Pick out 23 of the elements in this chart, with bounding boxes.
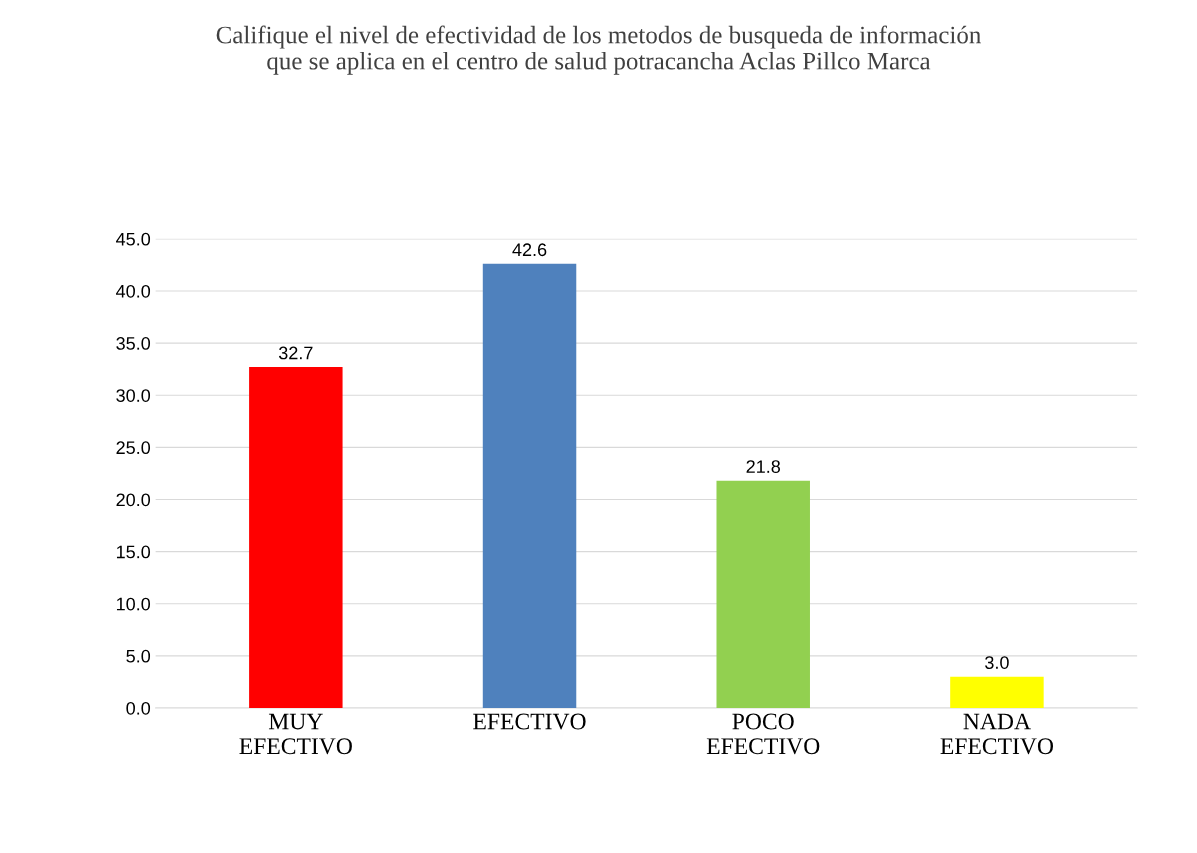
y-tick-label: 45.0 xyxy=(116,232,151,246)
data-label: 32.7 xyxy=(278,346,313,360)
data-label: 3.0 xyxy=(985,656,1009,669)
x-tick-label: MUY EFECTIVO xyxy=(239,713,352,755)
bar xyxy=(950,676,1044,708)
y-tick-label: 5.0 xyxy=(126,649,151,663)
x-tick-label: POCO EFECTIVO xyxy=(706,713,820,755)
y-tick-label: 40.0 xyxy=(116,284,151,298)
y-tick-label: 10.0 xyxy=(116,597,151,611)
chart-title: Califique el nivel de efectividad de los metodos de busqueda de información que se aplica en el centro de salud potracancha Aclas Pillco Marca xyxy=(216,25,981,75)
x-tick-label: NADA EFECTIVO xyxy=(940,713,1054,755)
y-tick-label: 25.0 xyxy=(116,441,151,455)
y-tick-label: 0.0 xyxy=(126,701,151,715)
data-label: 21.8 xyxy=(746,460,781,473)
bar xyxy=(716,480,810,708)
x-tick-label: EFECTIVO xyxy=(473,713,586,730)
bar xyxy=(482,263,577,708)
y-tick-label: 35.0 xyxy=(116,337,151,350)
y-tick-label: 15.0 xyxy=(116,545,151,559)
y-tick-label: 30.0 xyxy=(116,389,151,402)
bar xyxy=(249,367,343,708)
data-label: 42.6 xyxy=(512,243,547,257)
y-tick-label: 20.0 xyxy=(116,493,151,507)
